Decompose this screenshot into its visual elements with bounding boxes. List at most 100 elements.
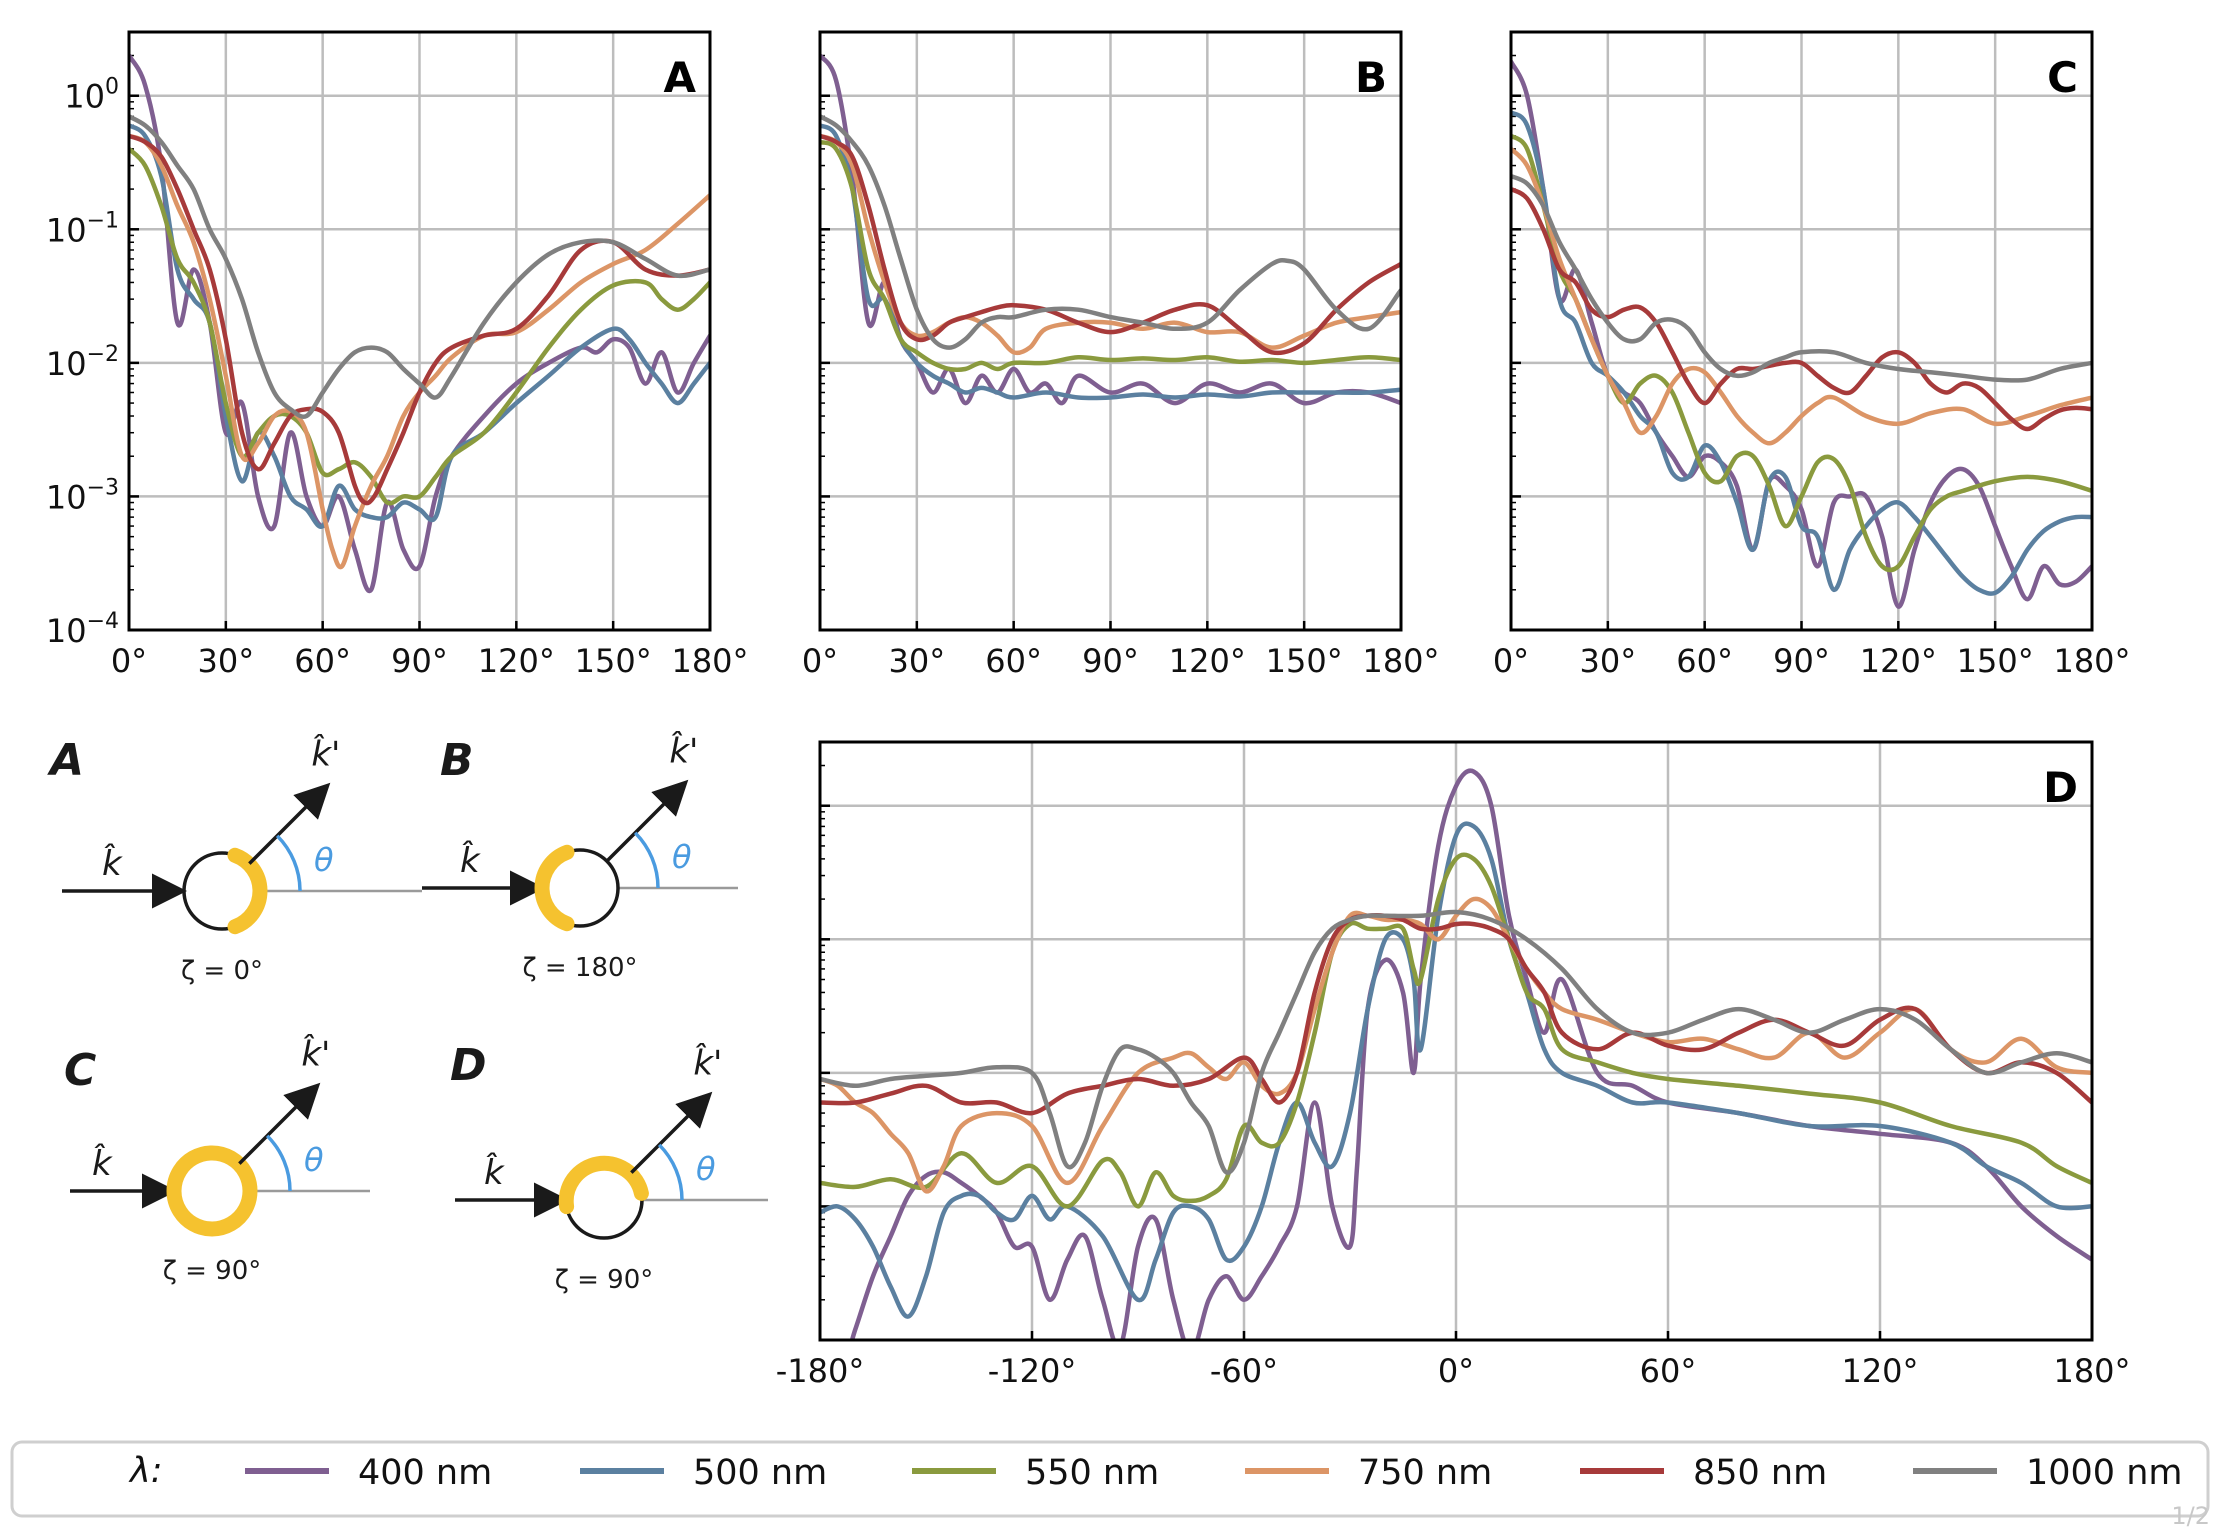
legend-entry: 400 nm [358,1453,492,1493]
x-tick-label: 180° [671,642,748,680]
x-tick-label: 120° [478,642,555,680]
x-tick-label: 90° [1082,642,1139,680]
plot-frame [818,740,2094,1342]
series-line-500-nm [820,821,2092,1319]
shell-coating [534,844,575,932]
plot-frame [1509,30,2094,632]
sketch-letter: D [450,1040,487,1091]
x-tick-label: 30° [1579,642,1636,680]
series-line-750-nm [820,133,1401,356]
legend-entry: 500 nm [693,1453,827,1493]
series-line-500-nm [1511,110,2092,596]
x-tick-label: 30° [888,642,945,680]
sketch-c: Ck̂ k̂' θ ζ = 90° [64,1033,370,1286]
sketch-letter: B [440,735,474,786]
y-tick-label: 10−2 [46,342,119,383]
theta-label: θ [696,1150,716,1188]
page-counter: 1/2 [2171,1502,2210,1530]
series-line-1000-nm [820,909,2092,1175]
theta-label: θ [672,838,692,876]
sketch-b: Bk̂ k̂' θ ζ = 180° [422,730,738,983]
x-tick-label: 0° [1438,1352,1474,1390]
panel-letter: A [663,53,696,102]
series-lines [820,768,2092,1340]
zeta-label: ζ = 90° [163,1256,262,1286]
scattered-arrow [606,779,689,862]
x-tick-label: -120° [988,1352,1077,1390]
k-in-label: k̂ [102,843,123,884]
x-tick-label: 150° [1266,642,1343,680]
series-line-1000-nm [820,114,1401,350]
x-tick-label: 180° [2053,642,2130,680]
k-out-label: k̂' [301,1033,330,1074]
x-tick-label: 0° [802,642,838,680]
theta-arc [265,1134,292,1192]
x-tick-label: 150° [575,642,652,680]
theta-arc [657,1143,684,1201]
k-out-label: k̂' [693,1042,722,1083]
theta-arc [275,834,302,892]
scattered-arrow [630,1091,713,1174]
legend-entry: 550 nm [1025,1453,1159,1493]
k-out-label: k̂' [669,730,698,771]
theta-label: θ [304,1141,324,1179]
series-line-550-nm [820,139,1401,372]
theta-arc [633,831,660,889]
zeta-label: ζ = 180° [522,953,637,983]
shell-coating [166,1145,258,1237]
x-tick-label: 180° [2053,1352,2130,1390]
series-line-850-nm [820,913,2092,1116]
panel-letter: D [2043,763,2078,812]
series-line-1000-nm [1511,173,2092,383]
x-tick-label: 0° [1493,642,1529,680]
x-tick-label: 120° [1169,642,1246,680]
k-in-label: k̂ [484,1152,505,1193]
panel-letter: B [1355,53,1387,102]
legend-entry: 750 nm [1358,1453,1492,1493]
series-line-850-nm [1511,186,2092,432]
x-tick-label: -180° [776,1352,865,1390]
series-line-850-nm [129,133,710,506]
x-tick-label: -60° [1210,1352,1278,1390]
y-tick-label: 100 [64,75,119,116]
theta-label: θ [314,841,334,879]
x-tick-label: 120° [1841,1352,1918,1390]
x-tick-label: 90° [1773,642,1830,680]
legend-entry: 850 nm [1693,1453,1827,1493]
y-tick-label: 10−1 [46,208,119,249]
x-tick-label: 0° [111,642,147,680]
sketch-letter: C [64,1045,96,1096]
y-tick-label: 10−4 [46,609,119,650]
x-tick-label: 150° [1957,642,2034,680]
sketch-a: Ak̂ k̂' θ ζ = 0° [47,733,422,986]
legend-entry: 1000 nm [2026,1453,2182,1493]
x-tick-label: 60° [1676,642,1733,680]
series-lines [1511,59,2092,609]
series-lines [820,53,1401,406]
sketch-d: Dk̂ k̂' θ ζ = 90° [450,1040,768,1295]
x-tick-label: 90° [391,642,448,680]
series-lines [129,53,710,594]
panel-a-plot: 0° 30° 60° 90° 120° 150° 180° 100 10−1 10−2 10−3 10… [46,30,749,680]
zeta-label: ζ = 0° [181,956,263,986]
x-tick-label: 120° [1860,642,1937,680]
plot-frame [127,30,712,632]
x-tick-label: 30° [197,642,254,680]
x-tick-label: 60° [985,642,1042,680]
panel-letter: C [2047,53,2078,102]
x-tick-label: 180° [1362,642,1439,680]
series-line-550-nm [129,146,710,506]
legend: λ: 400 nm 500 nm 550 nm 750 nm 850 nm 1000 nm [10,1440,2210,1518]
geometry-sketches: Ak̂ k̂' θ ζ = 0° Bk̂ k̂' θ ζ = 180° Ck̂ k̂' θ ζ = 9… [47,730,768,1295]
series-line-750-nm [1511,146,2092,446]
shell-coating [558,1155,649,1215]
series-line-750-nm [129,133,710,570]
panel-b-plot: 0° 30° 60° 90° 120° 150° 180° B [802,30,1440,680]
panel-d-plot: -180° -120° -60° 0° 60° 120° 180° D [776,740,2131,1390]
series-line-500-nm [820,123,1401,401]
shell-coating [227,847,268,935]
series-line-850-nm [820,133,1401,356]
legend-label: λ: [128,1451,163,1491]
scattered-arrow [248,782,331,865]
